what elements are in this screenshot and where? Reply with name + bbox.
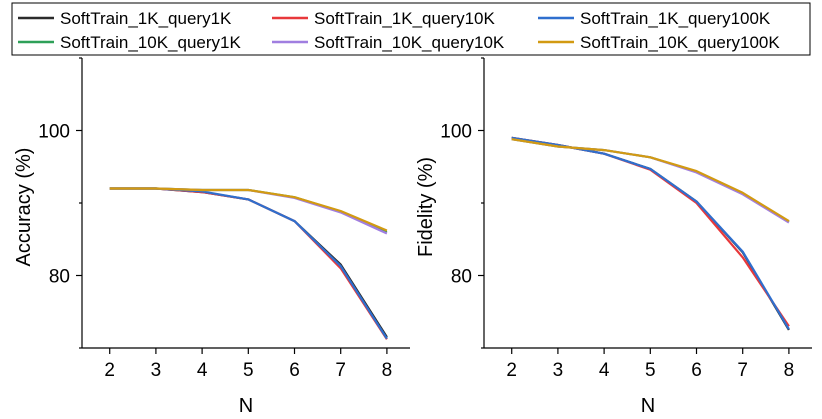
legend-item: SoftTrain_10K_query1K	[18, 33, 241, 52]
y-tick-label: 100	[440, 122, 472, 143]
x-tick-label: 6	[289, 360, 300, 381]
x-tick-label: 5	[243, 360, 254, 381]
legend-item: SoftTrain_1K_query100K	[538, 9, 771, 28]
y-tick-label: 80	[49, 267, 70, 288]
x-tick-label: 4	[599, 360, 610, 381]
legend-label: SoftTrain_1K_query10K	[314, 9, 495, 28]
accuracy-y-axis-title: Accuracy (%)	[13, 148, 35, 267]
series-line	[109, 187, 388, 340]
fidelity-panel: Fidelity (%) N 2 3 4 5 6 7 8 80 100	[415, 57, 812, 417]
series-line	[109, 187, 388, 340]
fidelity-x-axis-title: N	[641, 395, 655, 417]
x-tick-label: 7	[335, 360, 346, 381]
legend-label: SoftTrain_1K_query100K	[580, 9, 771, 28]
series-line	[511, 138, 790, 223]
fidelity-y-axis-title: Fidelity (%)	[415, 157, 437, 257]
legend-label: SoftTrain_10K_query1K	[60, 33, 241, 52]
accuracy-x-axis-title: N	[239, 395, 253, 417]
x-tick-label: 4	[197, 360, 208, 381]
x-tick-label: 2	[104, 360, 115, 381]
legend-label: SoftTrain_1K_query1K	[60, 9, 232, 28]
x-tick-label: 7	[737, 360, 748, 381]
legend-label: SoftTrain_10K_query10K	[314, 33, 505, 52]
x-tick-label: 5	[645, 360, 656, 381]
x-tick-label: 3	[151, 360, 162, 381]
series-line	[109, 187, 388, 232]
series-line	[511, 136, 790, 331]
y-tick-label: 100	[38, 122, 70, 143]
series-line	[109, 187, 388, 338]
legend-item: SoftTrain_1K_query1K	[18, 9, 232, 28]
legend-box	[11, 2, 811, 56]
legend: SoftTrain_1K_query1K SoftTrain_1K_query10…	[11, 2, 811, 56]
x-tick-label: 3	[553, 360, 564, 381]
accuracy-panel: Accuracy (%) N 2 3 4 5 6 7 8 80 100	[13, 57, 410, 417]
x-tick-label: 8	[784, 360, 795, 381]
series-line	[511, 138, 790, 223]
y-tick-label: 80	[451, 267, 472, 288]
legend-item: SoftTrain_10K_query100K	[538, 33, 780, 52]
series-line	[511, 136, 790, 327]
series-line	[109, 187, 388, 235]
x-tick-label: 2	[506, 360, 517, 381]
legend-label: SoftTrain_10K_query100K	[580, 33, 780, 52]
legend-item: SoftTrain_10K_query10K	[272, 33, 505, 52]
series-line	[511, 136, 790, 330]
x-tick-label: 6	[691, 360, 702, 381]
series-line	[109, 187, 388, 234]
series-line	[511, 138, 790, 224]
x-tick-label: 8	[382, 360, 393, 381]
legend-item: SoftTrain_1K_query10K	[272, 9, 495, 28]
